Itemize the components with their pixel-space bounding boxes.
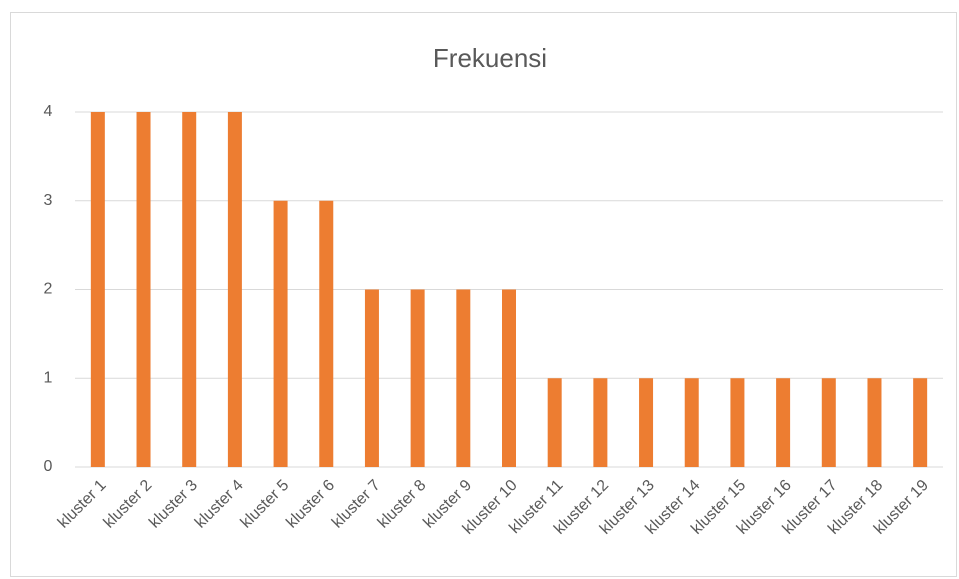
- bar: [821, 378, 836, 467]
- y-tick-label: 2: [44, 281, 53, 298]
- bar: [639, 378, 654, 467]
- bar: [776, 378, 791, 467]
- bar: [593, 378, 608, 467]
- bar: [867, 378, 882, 467]
- y-tick-label: 0: [44, 458, 53, 475]
- bar: [319, 200, 334, 467]
- bar: [913, 378, 928, 467]
- bar: [456, 289, 471, 467]
- bar: [273, 200, 288, 467]
- y-tick-label: 4: [44, 103, 53, 120]
- y-tick-label: 1: [44, 369, 53, 386]
- chart-border: [10, 12, 957, 577]
- bar: [684, 378, 699, 467]
- bar: [364, 289, 379, 467]
- bar: [227, 112, 242, 467]
- bar: [547, 378, 562, 467]
- bar: [410, 289, 425, 467]
- bar: [90, 112, 105, 467]
- bar: [136, 112, 151, 467]
- bar: [182, 112, 197, 467]
- bar: [502, 289, 516, 467]
- y-tick-label: 3: [44, 192, 53, 209]
- bar: [730, 378, 745, 467]
- chart-title: Frekuensi: [433, 43, 547, 73]
